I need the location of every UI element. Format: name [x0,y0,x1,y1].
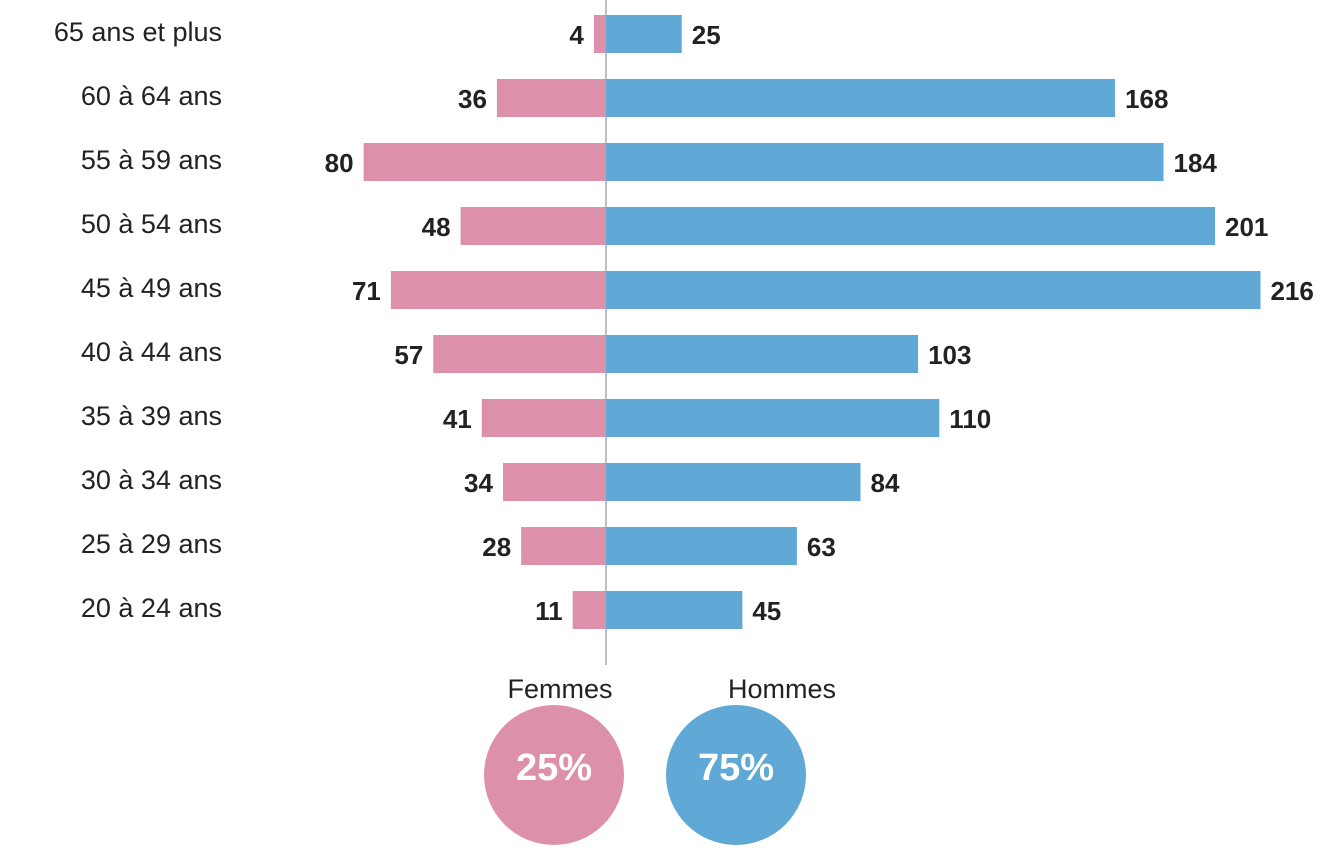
category-label: 55 à 59 ans [81,145,222,175]
category-label: 25 à 29 ans [81,529,222,559]
bar [606,463,861,501]
bar [502,463,606,501]
value-label: 103 [928,340,971,370]
bar [606,335,919,373]
value-label: 11 [535,596,563,626]
bar [606,143,1164,181]
share-label: 25% [516,747,592,789]
bar [390,271,606,309]
share-label: 75% [698,747,774,789]
share-circle [666,705,806,845]
legend-label: Hommes [728,674,836,704]
bar [481,399,606,437]
value-label: 184 [1174,148,1218,178]
value-label: 25 [692,20,721,50]
value-label: 71 [352,276,381,306]
value-label: 63 [807,532,836,562]
category-label: 35 à 39 ans [81,401,222,431]
bar [606,527,797,565]
bar [606,207,1216,245]
category-label: 60 à 64 ans [81,81,222,111]
category-label: 40 à 44 ans [81,337,222,367]
value-label: 4 [569,20,584,50]
value-label: 45 [752,596,781,626]
bar [460,207,606,245]
category-label: 50 à 54 ans [81,209,222,239]
value-label: 48 [422,212,451,242]
value-label: 110 [949,404,991,434]
value-label: 80 [325,148,354,178]
value-label: 168 [1125,84,1168,114]
value-label: 34 [464,468,493,498]
value-label: 41 [443,404,472,434]
category-label: 45 à 49 ans [81,273,222,303]
value-label: 201 [1225,212,1268,242]
value-label: 216 [1270,276,1313,306]
value-label: 28 [482,532,511,562]
bar [572,591,606,629]
bar [521,527,606,565]
category-label: 30 à 34 ans [81,465,222,495]
bar [496,79,606,117]
bar [606,15,682,53]
value-label: 36 [458,84,487,114]
value-label: 84 [871,468,900,498]
bar [363,143,606,181]
bar [606,591,743,629]
category-label: 65 ans et plus [54,17,222,47]
value-label: 57 [394,340,423,370]
bar [433,335,606,373]
bar [606,79,1116,117]
bar [606,399,940,437]
legend-label: Femmes [507,674,612,704]
bar [593,15,606,53]
share-circle [484,705,624,845]
bar [606,271,1261,309]
category-label: 20 à 24 ans [81,593,222,623]
